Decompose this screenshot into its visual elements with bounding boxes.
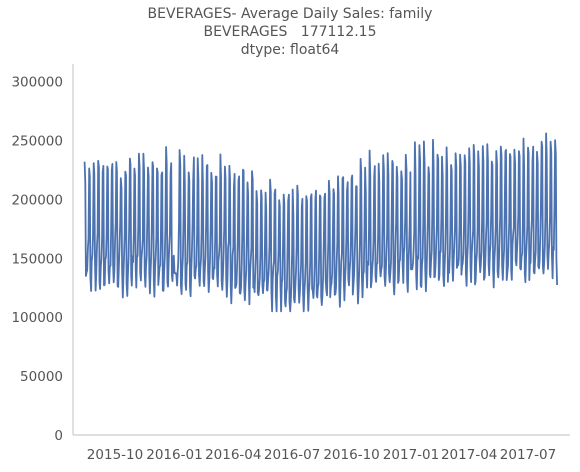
chart-title-line-3: dtype: float64 bbox=[240, 42, 340, 58]
x-tick-label: 2017-01 bbox=[383, 447, 439, 463]
y-tick-label: 200000 bbox=[11, 192, 63, 208]
chart-title-line-2: BEVERAGES 177112.15 bbox=[203, 24, 377, 40]
y-tick-label: 150000 bbox=[11, 251, 63, 267]
x-tick-label: 2017-04 bbox=[441, 447, 497, 463]
x-tick-label: 2015-10 bbox=[87, 447, 143, 463]
x-tick-label: 2016-07 bbox=[264, 447, 320, 463]
y-tick-label: 100000 bbox=[11, 310, 63, 326]
y-tick-label: 50000 bbox=[20, 369, 63, 385]
x-tick-label: 2017-07 bbox=[500, 447, 556, 463]
x-tick-label: 2016-04 bbox=[205, 447, 261, 463]
chart-title-line-1: BEVERAGES- Average Daily Sales: family bbox=[147, 6, 433, 22]
y-axis-ticks: 0 50000 100000 150000 200000 250000 300000 bbox=[11, 75, 63, 444]
y-tick-label: 250000 bbox=[11, 134, 63, 150]
y-tick-label: 0 bbox=[54, 428, 63, 444]
series-line-beverages bbox=[83, 132, 558, 313]
x-tick-label: 2016-01 bbox=[146, 447, 202, 463]
y-tick-label: 300000 bbox=[11, 75, 63, 91]
x-tick-label: 2016-10 bbox=[323, 447, 379, 463]
x-axis-ticks: 2015-10 2016-01 2016-04 2016-07 2016-10 2017-… bbox=[87, 447, 556, 463]
